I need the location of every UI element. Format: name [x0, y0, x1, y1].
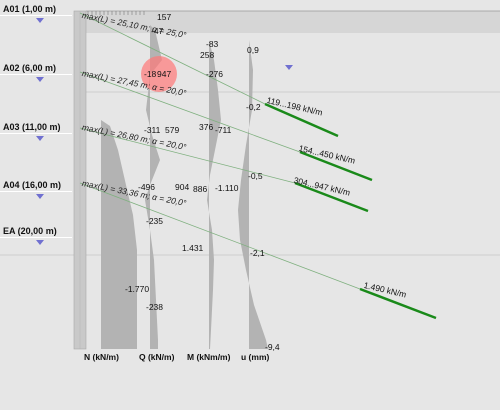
level-marker-icon — [36, 18, 44, 23]
shear-value: -47 — [151, 26, 164, 36]
displacement-diagram[interactable] — [238, 40, 268, 349]
level-label: A02 (6,00 m) — [3, 63, 57, 73]
anchor-2-bond-length[interactable] — [299, 150, 373, 182]
level-ea[interactable]: EA (20,00 m) — [0, 226, 72, 248]
level-label: A01 (1,00 m) — [3, 4, 57, 14]
level-a04[interactable]: A04 (16,00 m) — [0, 180, 72, 202]
level-marker-icon — [36, 77, 44, 82]
normal-force-diagram[interactable] — [101, 120, 137, 349]
cursor-highlight — [141, 56, 177, 92]
top-soil-band — [86, 11, 500, 33]
axis-label-shear-force: Q (kN/m) — [139, 352, 175, 362]
level-marker-icon — [36, 136, 44, 141]
level-marker-icon — [36, 240, 44, 245]
axis-label-displacement: u (mm) — [241, 352, 270, 362]
moment-value: 886 — [193, 184, 208, 194]
moment-value: -711 — [215, 125, 232, 135]
moment-value: -276 — [206, 69, 224, 79]
moment-value: -83 — [206, 39, 219, 49]
axis-label-normal-force: N (kN/m) — [84, 352, 119, 362]
level-a03[interactable]: A03 (11,00 m) — [0, 122, 72, 144]
bending-moment-diagram[interactable] — [207, 40, 221, 349]
displacement-value: -9,4 — [265, 342, 280, 352]
shear-value: -18 — [144, 69, 157, 79]
level-line — [0, 237, 72, 238]
displacement-value: 0,9 — [247, 45, 259, 55]
level-marker-icon — [285, 65, 293, 70]
level-line — [0, 74, 72, 75]
anchor-1-free-length — [79, 12, 266, 105]
level-label: EA (20,00 m) — [3, 226, 57, 236]
level-label: A03 (11,00 m) — [3, 122, 61, 132]
moment-value: 376 — [199, 122, 214, 132]
anchor-3-bond-length[interactable] — [294, 181, 369, 213]
shear-value: -235 — [146, 216, 164, 226]
level-a02[interactable]: A02 (6,00 m) — [0, 63, 72, 85]
surface-ticks — [87, 11, 145, 15]
anchor-4-free-length — [79, 182, 361, 290]
shear-value: 579 — [165, 125, 180, 135]
level-a01[interactable]: A01 (1,00 m) — [0, 4, 72, 26]
shear-force-diagram[interactable] — [145, 25, 162, 349]
displacement-value: -2,1 — [250, 248, 265, 258]
shear-value: -238 — [146, 302, 164, 312]
level-line — [0, 15, 72, 16]
moment-value: 1.431 — [182, 243, 204, 253]
anchor-3-free-length — [79, 127, 296, 184]
shear-value: 157 — [157, 12, 172, 22]
level-line — [0, 133, 72, 134]
moment-value: 258 — [200, 50, 215, 60]
level-label: A04 (16,00 m) — [3, 180, 62, 190]
shear-value: -496 — [138, 182, 156, 192]
level-marker-icon — [36, 194, 44, 199]
displacement-value: -0,5 — [248, 171, 263, 181]
anchor-1-bond-length[interactable] — [264, 102, 339, 138]
moment-value: -1.110 — [215, 183, 239, 193]
moment-value: 904 — [175, 182, 190, 192]
shear-value: 947 — [157, 69, 172, 79]
anchor-4-bond-length[interactable] — [359, 287, 437, 320]
displacement-value: -0,2 — [246, 102, 261, 112]
shear-value: -311 — [144, 125, 161, 135]
level-line — [0, 191, 72, 192]
axis-label-bending-moment: M (kNm/m) — [187, 352, 231, 362]
anchor-2-free-length — [79, 71, 301, 153]
normal-force-value: -1.770 — [125, 284, 150, 294]
